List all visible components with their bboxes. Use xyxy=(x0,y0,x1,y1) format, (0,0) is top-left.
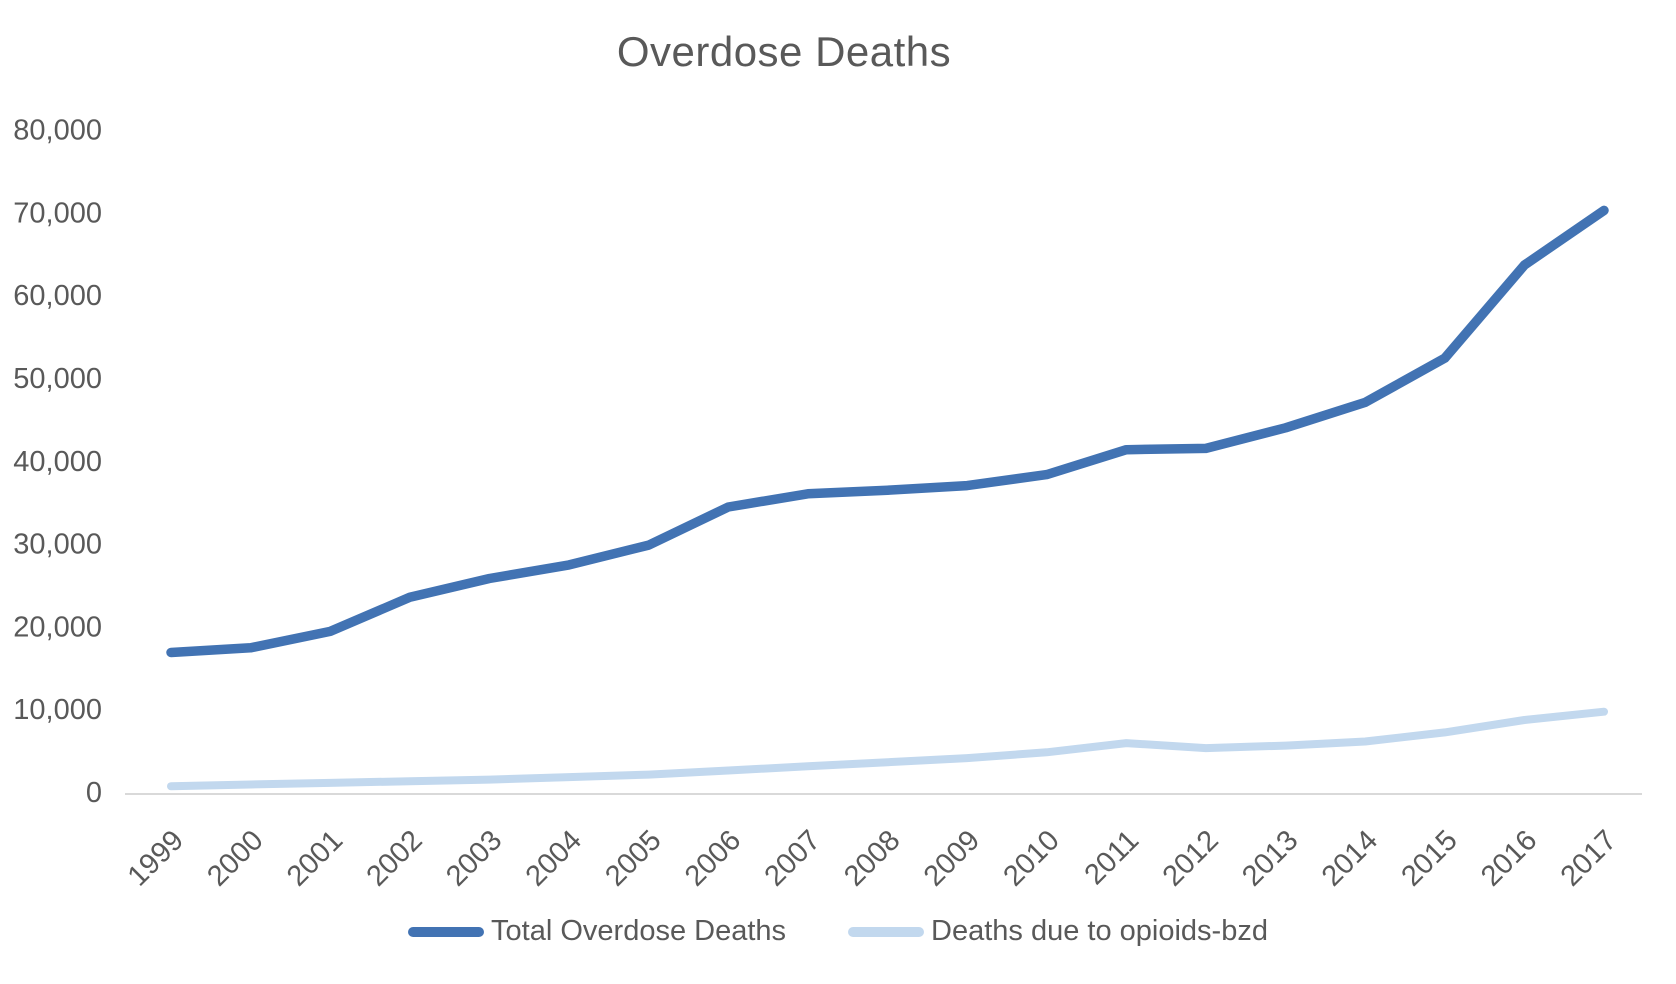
opioids-bzd-line xyxy=(167,707,1608,791)
x-axis-tick-label: 2015 xyxy=(1395,824,1463,892)
x-axis-tick-label: 2014 xyxy=(1316,824,1384,892)
legend-item: Deaths due to opioids-bzd xyxy=(848,915,1268,948)
legend-item: Total Overdose Deaths xyxy=(408,915,786,948)
y-axis-tick-label: 60,000 xyxy=(13,280,102,312)
x-axis-tick-label: 2011 xyxy=(1079,824,1146,891)
x-axis-tick-label: 2013 xyxy=(1236,824,1304,892)
x-axis-tick-label: 2009 xyxy=(918,824,986,892)
x-axis-tick-label: 1999 xyxy=(122,824,190,892)
legend-label: Total Overdose Deaths xyxy=(491,915,787,947)
x-axis-tick-label: 2012 xyxy=(1157,824,1225,892)
x-axis-tick-label: 2007 xyxy=(759,824,827,892)
x-axis-tick-label: 2008 xyxy=(838,824,906,892)
x-axis-tick-label: 2016 xyxy=(1475,824,1543,892)
legend-swatch-icon xyxy=(848,926,925,937)
y-axis-tick-label: 20,000 xyxy=(13,611,102,643)
y-axis-tick-label: 10,000 xyxy=(13,694,102,726)
x-axis-tick-label: 2006 xyxy=(679,824,747,892)
total-overdose-deaths-line xyxy=(166,205,1609,658)
x-axis-tick-label: 2010 xyxy=(997,824,1065,892)
y-axis-tick-label: 80,000 xyxy=(13,115,102,147)
x-axis-tick-label: 2001 xyxy=(281,824,349,892)
y-axis-tick-label: 30,000 xyxy=(13,529,102,561)
x-axis-tick-label: 2004 xyxy=(520,824,588,892)
chart-legend: Total Overdose Deaths Deaths due to opioi… xyxy=(0,915,1676,948)
x-axis-tick-label: 2000 xyxy=(201,824,269,892)
x-axis-tick-label: 2017 xyxy=(1555,824,1623,892)
y-axis-tick-label: 40,000 xyxy=(13,446,102,478)
y-axis-tick-label: 70,000 xyxy=(13,197,102,229)
x-axis-tick-label: 2005 xyxy=(599,824,667,892)
chart-title: Overdose Deaths xyxy=(616,28,952,75)
x-axis-tick-label: 2003 xyxy=(440,824,508,892)
legend-label: Deaths due to opioids-bzd xyxy=(931,915,1268,947)
x-axis-tick-label: 2002 xyxy=(361,824,429,892)
y-axis-tick-label: 50,000 xyxy=(13,363,102,395)
legend-swatch-icon xyxy=(408,926,485,937)
y-axis-tick-label: 0 xyxy=(86,777,102,809)
